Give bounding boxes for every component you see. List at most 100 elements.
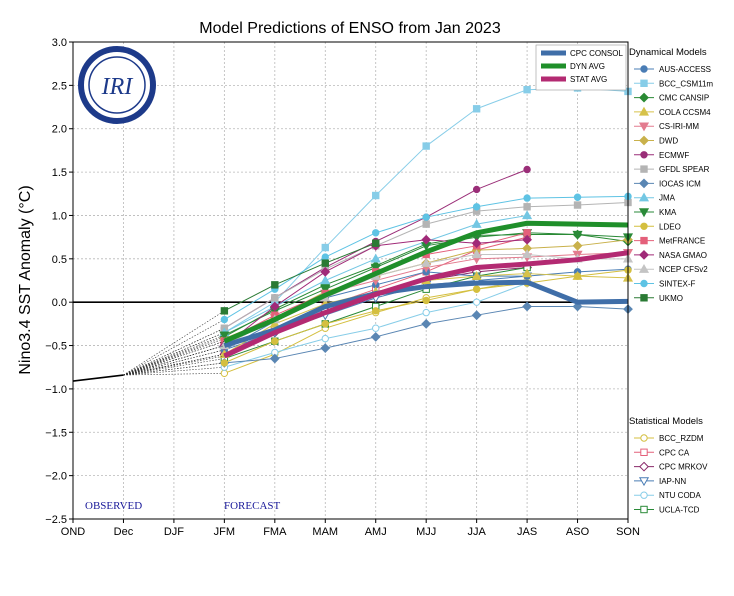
- legend-swatch-marker: [640, 222, 648, 231]
- y-tick-label: 1.5: [52, 167, 67, 179]
- legend-label: BCC_RZDM: [659, 434, 704, 443]
- series-avg-1: [123, 220, 629, 376]
- data-point: [472, 298, 481, 306]
- series-line: [223, 220, 629, 344]
- legend-label: JMA: [659, 194, 676, 203]
- legend-swatch-marker: [640, 279, 648, 288]
- data-point: [471, 238, 482, 249]
- connector-line: [123, 366, 225, 376]
- data-point: [523, 165, 531, 174]
- legend-swatch-marker: [638, 122, 650, 132]
- x-tick-label: FMA: [263, 526, 287, 538]
- legend-label: ECMWF: [659, 151, 689, 160]
- data-point: [523, 194, 531, 202]
- legend-label: UCLA-TCD: [659, 506, 700, 515]
- data-point: [522, 249, 533, 259]
- x-tick-label: ASO: [566, 526, 590, 538]
- data-point: [372, 229, 380, 237]
- series-avg-0: [123, 279, 629, 376]
- y-tick-label: 1.0: [52, 210, 67, 222]
- y-tick-label: −1.5: [45, 427, 67, 439]
- data-point: [321, 320, 329, 328]
- y-axis-label: Nino3.4 SST Anomaly (°C): [17, 185, 34, 374]
- y-tick-label: −1.0: [45, 384, 67, 396]
- data-point: [573, 201, 582, 209]
- data-point: [220, 315, 229, 324]
- legend-label: CPC CA: [659, 448, 690, 457]
- data-point: [372, 239, 380, 247]
- x-tick-label: MAM: [312, 526, 338, 538]
- legend-swatch-marker: [639, 135, 649, 146]
- legend-label: KMA: [659, 208, 677, 217]
- legend-swatch-marker: [639, 249, 649, 260]
- legend-swatch-marker: [640, 236, 648, 245]
- legend-label: MetFRANCE: [659, 237, 705, 246]
- legend-averages: CPC CONSOL DYN AVG STAT AVG: [535, 44, 627, 91]
- data-point: [523, 86, 531, 94]
- iri-logo-text: IRI: [101, 74, 134, 100]
- data-point: [271, 337, 279, 345]
- y-tick-label: 0.5: [52, 254, 67, 266]
- y-tick-label: 2.0: [52, 124, 67, 136]
- legend-title: Dynamical Models: [629, 47, 707, 58]
- data-point: [271, 294, 279, 302]
- data-point: [572, 240, 583, 251]
- data-point: [220, 359, 229, 367]
- data-point: [422, 213, 430, 221]
- data-point: [573, 193, 582, 201]
- series-line: [223, 250, 629, 359]
- x-tick-label: JAS: [517, 526, 537, 538]
- data-point: [269, 318, 280, 328]
- axes: [69, 41, 629, 523]
- legend-label: NTU CODA: [659, 491, 701, 500]
- data-point: [422, 296, 430, 305]
- plot-frame: [72, 41, 629, 520]
- y-tick-label: 3.0: [52, 37, 67, 49]
- x-tick-label: OND: [61, 526, 86, 538]
- data-point: [472, 185, 481, 194]
- connector-line: [123, 310, 225, 376]
- data-point: [320, 343, 331, 354]
- legend-title: Statistical Models: [629, 416, 703, 427]
- x-tick-label: AMJ: [365, 526, 387, 538]
- data-point: [472, 105, 481, 113]
- legend-label: UKMO: [659, 294, 683, 303]
- connector-line: [123, 327, 225, 376]
- legend-swatch-marker: [638, 263, 650, 273]
- data-point: [372, 307, 380, 315]
- data-point: [321, 253, 329, 261]
- legend-label: CPC MRKOV: [659, 463, 708, 472]
- x-tick-label: DJF: [164, 526, 184, 538]
- data-point: [471, 310, 482, 321]
- legend-swatch-marker: [640, 151, 648, 159]
- chart-title: Model Predictions of ENSO from Jan 2023: [199, 20, 501, 37]
- connector-line: [123, 358, 225, 376]
- legend-swatch-marker: [640, 79, 648, 87]
- data-point: [372, 191, 380, 200]
- legend-swatch-marker: [640, 294, 648, 302]
- iri-logo: IRI: [78, 46, 156, 124]
- connector-line: [123, 372, 225, 376]
- legend-avg-label: DYN AVG: [570, 62, 605, 71]
- legend-swatch-marker: [638, 477, 650, 487]
- data-point: [320, 266, 331, 277]
- y-tick-label: −2.0: [45, 471, 67, 483]
- data-point: [573, 272, 582, 280]
- data-point: [271, 281, 279, 289]
- y-tick-label: −0.5: [45, 341, 67, 353]
- data-point: [572, 230, 583, 240]
- series-line: [224, 242, 376, 312]
- series-avg-2: [123, 250, 629, 376]
- legend-swatch-marker: [639, 92, 649, 103]
- legend-swatch-marker: [638, 106, 650, 116]
- legend-label: CMC CANSIP: [659, 94, 709, 103]
- y-tick-labels: 3.0 2.5 2.0 1.5 1.0 0.5 0.0 −0.5 −1.0 −1.5 −2.0 −2.…: [45, 37, 67, 526]
- legend-swatch-marker: [640, 165, 648, 173]
- legend-swatch-marker: [640, 448, 648, 457]
- data-point: [421, 257, 432, 267]
- legend-label: NASA GMAO: [659, 251, 707, 260]
- y-tick-label: 0.0: [52, 297, 67, 309]
- connector-line: [123, 345, 225, 376]
- data-point: [372, 324, 380, 332]
- data-point: [572, 301, 583, 312]
